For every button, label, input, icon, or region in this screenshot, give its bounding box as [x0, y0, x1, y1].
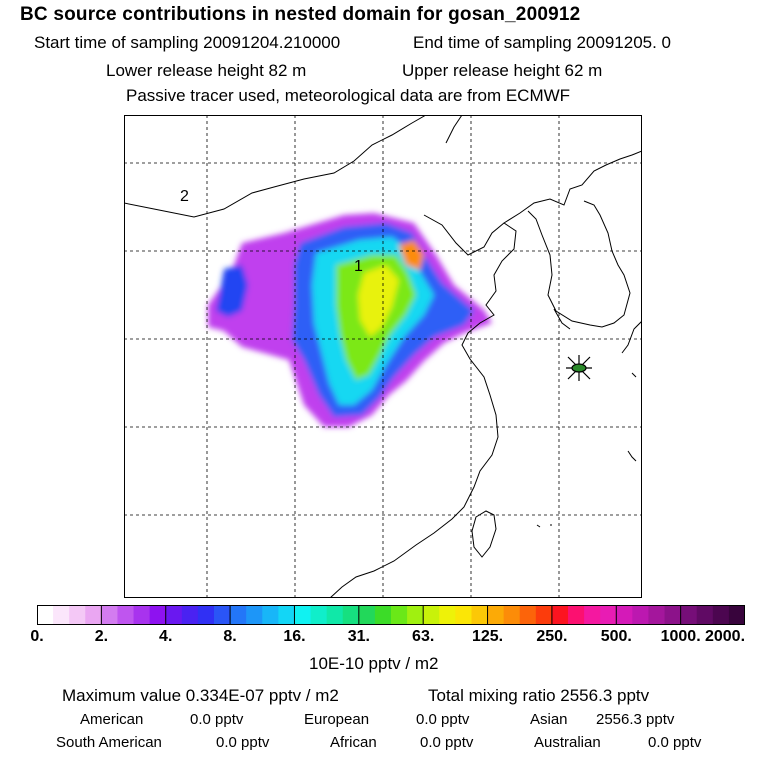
colorbar-cell: [664, 605, 682, 625]
asian-label: Asian: [530, 711, 568, 728]
total-mixing-ratio: Total mixing ratio 2556.3 pptv: [428, 686, 650, 705]
region-label-1: 1: [354, 258, 363, 275]
colorbar-cell: [53, 605, 70, 625]
colorbar-cell: [342, 605, 360, 625]
colorbar-cell: [696, 605, 714, 625]
colorbar-cell: [69, 605, 86, 625]
colorbar-tick-label: 63.: [412, 628, 435, 645]
colorbar-cell: [584, 605, 601, 625]
map-canvas: 2 1: [124, 115, 642, 598]
colorbar-cell: [374, 605, 392, 625]
colorbar-cell: [519, 605, 537, 625]
australian-label: Australian: [534, 734, 601, 751]
colorbar-cell: [712, 605, 730, 625]
colorbar-cell: [648, 605, 666, 625]
colorbar-tick-label: 2.: [94, 628, 109, 645]
colorbar-cell: [278, 605, 296, 625]
asian-value: 2556.3 pptv: [596, 711, 675, 728]
maximum-value: Maximum value 0.334E-07 pptv / m2: [62, 686, 339, 705]
colorbar-tick-label: 1000.: [660, 628, 701, 645]
colorbar-cell: [728, 605, 745, 625]
colorbar-cell: [326, 605, 344, 625]
coastlines: [124, 115, 642, 598]
sampling-start: Start time of sampling 20091204.210000: [34, 33, 341, 52]
south-american-value: 0.0 pptv: [216, 734, 270, 751]
tracer-note: Passive tracer used, meteorological data…: [126, 86, 571, 105]
colorbar-tick-label: 4.: [159, 628, 173, 645]
colorbar-cell: [214, 605, 231, 625]
map-frame: [124, 115, 642, 598]
colorbar-cell: [600, 605, 617, 625]
colorbar-cell: [551, 605, 569, 625]
receptor-star-icon: [566, 355, 592, 381]
colorbar-cell: [149, 605, 167, 625]
colorbar-cell: [568, 605, 585, 625]
colorbar-cell: [197, 605, 215, 625]
colorbar-cell: [471, 605, 489, 625]
colorbar-tick-label: 31.: [347, 628, 370, 645]
colorbar-cell: [358, 605, 376, 625]
colorbar-cell: [407, 605, 424, 625]
colorbar-cell: [455, 605, 473, 625]
colorbar-cell: [310, 605, 328, 625]
colorbar-cell: [133, 605, 151, 625]
colorbar-units: 10E-10 pptv / m2: [309, 654, 439, 673]
colorbar-cell: [680, 605, 698, 625]
colorbar-cell: [101, 605, 119, 625]
colorbar-cell: [117, 605, 135, 625]
colorbar-tick-label: 16.: [283, 628, 306, 645]
colorbar-cell: [616, 605, 633, 625]
colorbar-tick-label: 125.: [471, 628, 504, 645]
colorbar-cell: [535, 605, 553, 625]
colorbar-cell: [165, 605, 183, 625]
region-label-2: 2: [180, 188, 189, 205]
colorbar-cell: [37, 605, 54, 625]
european-value: 0.0 pptv: [416, 711, 470, 728]
colorbar-tick-label: 8.: [223, 628, 237, 645]
european-label: European: [304, 711, 370, 728]
colorbar-tick-label: 500.: [600, 628, 632, 645]
sampling-end: End time of sampling 20091205. 0: [413, 33, 672, 52]
grid-lines: [124, 115, 642, 598]
colorbar-cell: [181, 605, 199, 625]
lower-release-height: Lower release height 82 m: [106, 61, 307, 80]
african-label: African: [330, 734, 377, 751]
colorbar-cell: [294, 605, 312, 625]
colorbar-tick-label: 0.: [30, 628, 44, 645]
african-value: 0.0 pptv: [420, 734, 474, 751]
colorbar-tick-label: 2000.: [704, 628, 746, 645]
colorbar-cell: [391, 605, 408, 625]
south-american-label: South American: [56, 734, 162, 751]
colorbar-cell: [503, 605, 521, 625]
colorbar-cell: [85, 605, 102, 625]
chart-title: BC source contributions in nested domain…: [20, 4, 581, 25]
american-label: American: [80, 711, 144, 728]
colorbar-cell: [439, 605, 456, 625]
australian-value: 0.0 pptv: [648, 734, 702, 751]
colorbar-cell: [423, 605, 440, 625]
colorbar-tick-label: 250.: [536, 628, 568, 645]
map-panel: 2 1: [124, 115, 642, 598]
colorbar-cell: [230, 605, 247, 625]
upper-release-height: Upper release height 62 m: [402, 61, 603, 80]
colorbar-cell: [262, 605, 279, 625]
colorbar-cell: [632, 605, 650, 625]
colorbar-cell: [246, 605, 263, 625]
american-value: 0.0 pptv: [190, 711, 244, 728]
colorbar: [37, 605, 745, 625]
colorbar-cell: [487, 605, 505, 625]
concentration-plume: [208, 213, 492, 427]
